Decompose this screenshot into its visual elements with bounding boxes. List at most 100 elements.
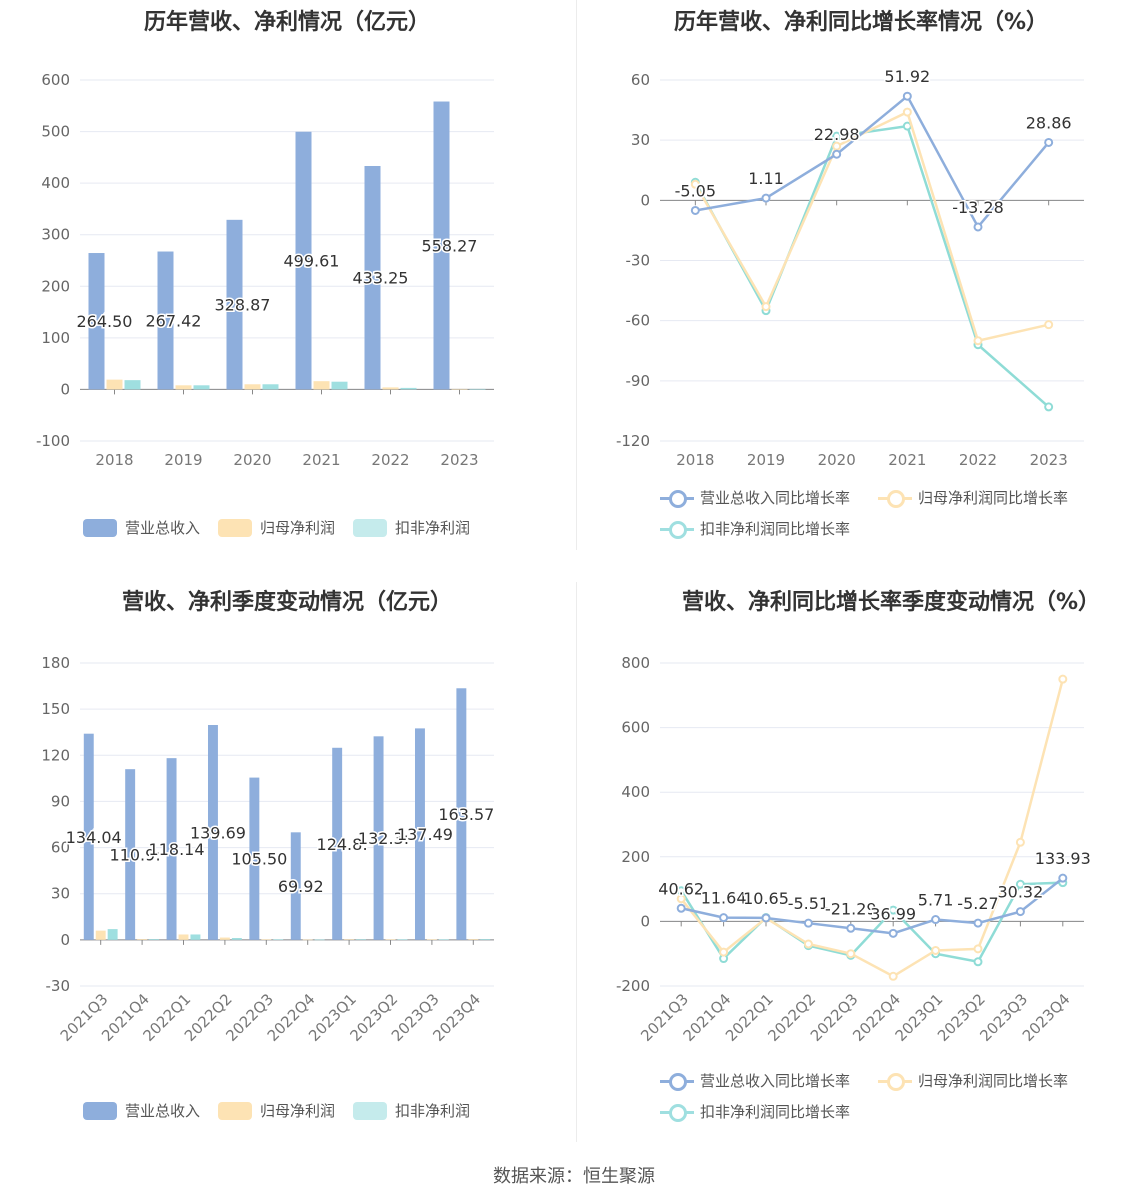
bar <box>314 939 325 941</box>
data-point <box>690 205 700 215</box>
data-point <box>803 939 813 949</box>
x-tick-label: 2020 <box>818 451 856 469</box>
bar <box>397 939 408 940</box>
y-tick-label: 30 <box>51 885 70 903</box>
y-tick-label: 100 <box>41 329 70 347</box>
y-tick-label: -120 <box>616 432 650 450</box>
bar <box>290 832 301 940</box>
bar <box>157 251 174 390</box>
bar <box>302 939 313 941</box>
bar <box>106 379 123 390</box>
y-tick-label: 200 <box>621 848 650 866</box>
y-tick-label: -30 <box>46 977 71 995</box>
data-label: 328.87 <box>215 296 271 315</box>
data-point <box>1058 674 1068 684</box>
data-point <box>846 949 856 959</box>
chart-title: 营收、净利同比增长率季度变动情况（%） <box>681 590 1101 615</box>
legend-item-deducted-profit-growth[interactable]: 扣非净利润同比增长率 <box>660 518 850 539</box>
legend-item-deducted-profit[interactable]: 扣非净利润 <box>353 517 470 538</box>
data-label: 139.69 <box>190 823 246 842</box>
data-point <box>931 945 941 955</box>
bar <box>382 387 399 390</box>
y-tick-label: 0 <box>640 191 650 209</box>
data-label: 134.04 <box>66 828 122 847</box>
data-label: 558.27 <box>422 236 478 255</box>
bar <box>175 385 192 390</box>
data-point <box>973 336 983 346</box>
bar <box>400 387 417 390</box>
y-tick-label: 60 <box>631 71 650 89</box>
legend-item-revenue[interactable]: 营业总收入 <box>83 517 200 538</box>
legend-item-parent-profit-growth[interactable]: 归母净利润同比增长率 <box>878 487 1068 508</box>
y-tick-label: 0 <box>60 380 70 398</box>
legend-item-revenue-growth[interactable]: 营业总收入同比增长率 <box>660 1070 850 1091</box>
bar <box>262 384 279 390</box>
data-label: -13.28 <box>952 198 1004 217</box>
bar <box>125 769 136 940</box>
bar <box>83 733 94 940</box>
bar <box>313 381 330 390</box>
data-point <box>888 905 898 915</box>
data-label: 132.3: <box>358 829 409 848</box>
data-point <box>832 131 842 141</box>
legend-item-revenue[interactable]: 营业总收入 <box>83 1100 200 1121</box>
bar <box>344 939 355 940</box>
x-tick-label: 2020 <box>233 451 271 469</box>
bar <box>207 725 218 940</box>
y-tick-label: 600 <box>621 719 650 737</box>
bar <box>356 939 367 940</box>
bar <box>438 939 449 940</box>
y-tick-label: 400 <box>621 783 650 801</box>
data-point <box>719 913 729 923</box>
quarterly-growth-panel: 营收、净利同比增长率季度变动情况（%） -200 0 200 400 600 800 202… <box>574 580 1148 1160</box>
x-tick-label: 2019 <box>747 451 785 469</box>
legend-item-revenue-growth[interactable]: 营业总收入同比增长率 <box>660 487 850 508</box>
x-tick-label: 2021 <box>302 451 340 469</box>
bar <box>193 385 210 390</box>
bar <box>166 758 177 940</box>
data-label: 133.93 <box>1035 849 1091 868</box>
bar <box>231 938 242 940</box>
y-tick-label: -90 <box>626 372 651 390</box>
y-tick-label: -60 <box>626 312 651 330</box>
data-point <box>676 886 686 896</box>
legend-item-parent-profit-growth[interactable]: 归母净利润同比增长率 <box>878 1070 1068 1091</box>
x-tick-label: 2019 <box>164 451 202 469</box>
x-tick-label: 2023 <box>440 451 478 469</box>
series-line <box>694 124 1050 408</box>
y-tick-label: 180 <box>41 654 70 672</box>
bottom-divider <box>576 582 577 1142</box>
data-point <box>931 915 941 925</box>
y-tick-label: 30 <box>631 131 650 149</box>
data-label: 105.50 <box>231 850 287 869</box>
series-line <box>680 881 1063 964</box>
annual-growth-panel: 历年营收、净利同比增长率情况（%） -120 -90 -60 -30 0 30 60 2018… <box>574 0 1148 580</box>
series-line <box>680 877 1064 935</box>
data-label: 5.71 <box>918 891 954 910</box>
y-tick-label: 0 <box>60 931 70 949</box>
bar <box>433 101 450 390</box>
y-tick-label: 150 <box>41 700 70 718</box>
legend-item-deducted-profit[interactable]: 扣非净利润 <box>353 1100 470 1121</box>
data-point <box>761 193 771 203</box>
series-line <box>680 678 1065 978</box>
bar <box>451 388 468 390</box>
data-point <box>973 918 983 928</box>
annual-line-chart: -120 -90 -60 -30 0 30 60 2018 2019 2020 2021 2022 20… <box>616 66 1084 469</box>
data-point <box>973 944 983 954</box>
bar <box>190 934 201 940</box>
bar <box>469 388 486 390</box>
data-label: 69.92 <box>278 877 324 896</box>
bar <box>95 930 106 940</box>
data-source: 数据来源：恒生聚源 <box>493 1166 655 1187</box>
data-label: 51.92 <box>884 67 930 86</box>
quarterly-revenue-profit-panel: 营收、净利季度变动情况（亿元） -30 0 30 60 90 120 150 180 2021Q… <box>0 580 574 1160</box>
data-point <box>1015 879 1025 889</box>
legend-item-deducted-profit-growth[interactable]: 扣非净利润同比增长率 <box>660 1101 850 1122</box>
legend-item-parent-profit[interactable]: 归母净利润 <box>218 517 335 538</box>
data-point <box>846 923 856 933</box>
data-point <box>1044 320 1054 330</box>
data-point <box>888 928 898 938</box>
data-point <box>676 903 686 913</box>
legend-item-parent-profit[interactable]: 归母净利润 <box>218 1100 335 1121</box>
